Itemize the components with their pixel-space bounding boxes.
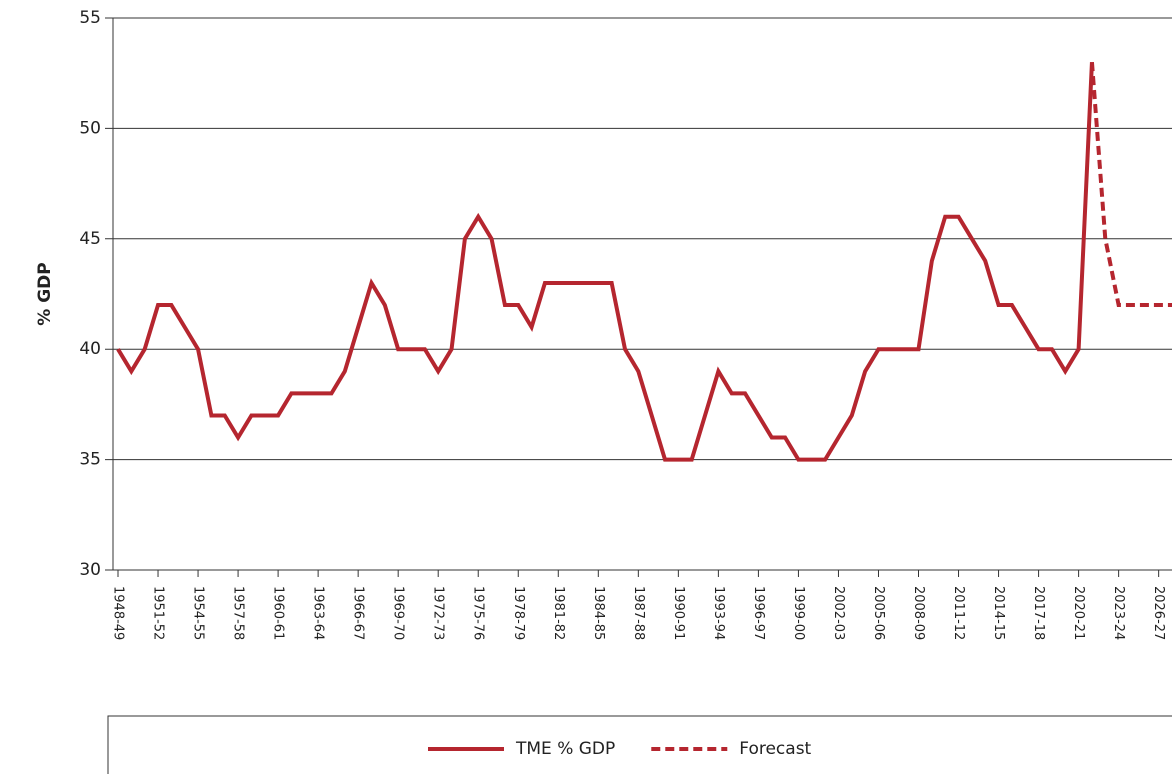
x-tick-label: 1978-79 — [511, 586, 526, 640]
x-tick-label: 1984-85 — [591, 586, 606, 640]
x-tick-label: 2026-27 — [1151, 586, 1166, 640]
legend-label: TME % GDP — [515, 739, 615, 759]
x-tick-label: 1999-00 — [791, 586, 806, 640]
x-tick-label: 2017-18 — [1031, 586, 1046, 640]
x-tick-label: 2020-21 — [1071, 586, 1086, 640]
x-tick-label: 2005-06 — [871, 586, 886, 640]
series-line — [1089, 62, 1172, 308]
x-tick-label: 1948-49 — [111, 586, 126, 640]
x-tick-label: 1996-97 — [751, 586, 766, 640]
x-tick-label: 1957-58 — [231, 586, 246, 640]
y-tick-label: 30 — [79, 560, 101, 580]
y-tick-label: 40 — [79, 339, 101, 359]
x-tick-label: 1951-52 — [151, 586, 166, 640]
x-tick-label: 1990-91 — [671, 586, 686, 640]
series-line — [116, 62, 1094, 462]
x-tick-label: 1954-55 — [191, 586, 206, 640]
x-tick-label: 1975-76 — [471, 586, 486, 640]
x-tick-label: 1972-73 — [431, 586, 446, 640]
legend-box — [107, 715, 1172, 774]
x-tick-label: 2002-03 — [831, 586, 846, 640]
x-tick-label: 1966-67 — [351, 586, 366, 640]
x-tick-label: 2014-15 — [991, 586, 1006, 640]
y-tick-label: 35 — [79, 450, 101, 470]
x-tick-label: 1987-88 — [631, 586, 646, 640]
legend-label: Forecast — [739, 739, 811, 759]
y-axis-title: % GDP — [35, 262, 55, 325]
x-tick-label: 1969-70 — [391, 586, 406, 640]
x-tick-label: 1960-61 — [271, 586, 286, 640]
x-tick-label: 2008-09 — [911, 586, 926, 640]
x-tick-label: 2023-24 — [1111, 586, 1126, 640]
x-tick-label: 2011-12 — [951, 586, 966, 640]
x-tick-label: 1963-64 — [311, 586, 326, 640]
y-tick-label: 45 — [79, 229, 101, 249]
y-tick-label: 55 — [79, 8, 101, 28]
y-tick-label: 50 — [79, 118, 101, 138]
x-tick-label: 1993-94 — [711, 586, 726, 640]
x-tick-label: 1981-82 — [551, 586, 566, 640]
